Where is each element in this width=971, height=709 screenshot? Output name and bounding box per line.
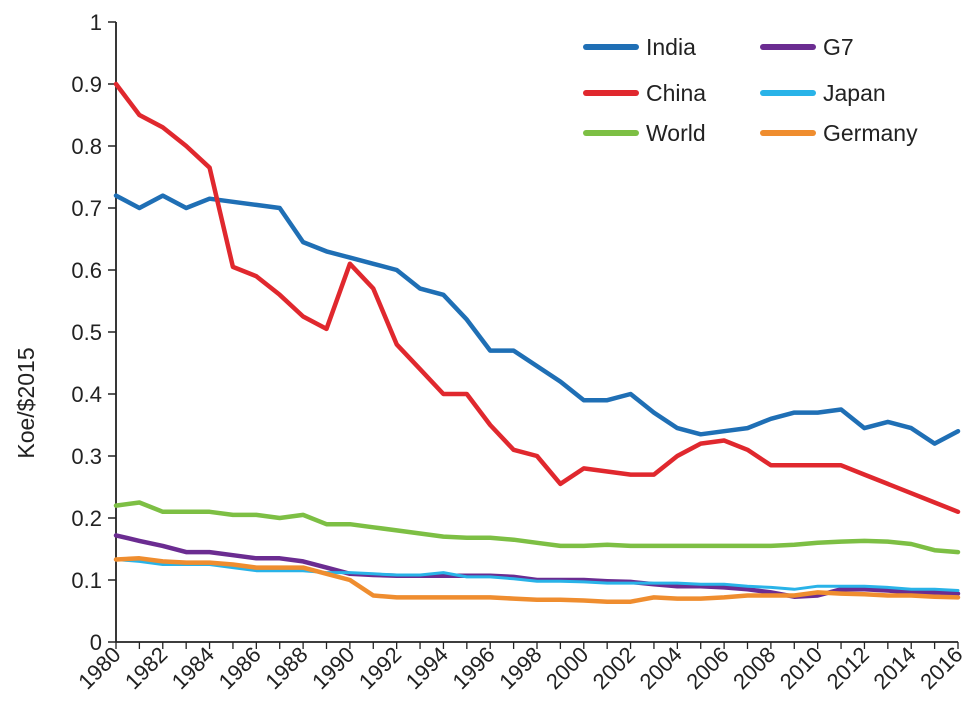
y-tick-label: 0.3 xyxy=(71,444,102,469)
legend-label-world: World xyxy=(646,120,706,146)
x-tick-label: 1990 xyxy=(307,642,359,694)
series-line-world xyxy=(113,500,961,555)
x-tick-label: 2010 xyxy=(775,642,827,694)
y-tick-label: 0.1 xyxy=(71,568,102,593)
legend-label-india: India xyxy=(646,34,696,60)
legend-label-germany: Germany xyxy=(823,120,918,146)
x-ticks: 1980198219841986198819901992199419961998… xyxy=(73,642,967,694)
x-tick-label: 2004 xyxy=(635,642,687,694)
y-tick-label: 0.6 xyxy=(71,258,102,283)
y-tick-label: 0.4 xyxy=(71,382,102,407)
legend-label-japan: Japan xyxy=(823,80,886,106)
series-line-germany xyxy=(113,556,961,604)
y-tick-label: 0.8 xyxy=(71,134,102,159)
x-tick-label: 1994 xyxy=(401,642,453,694)
x-tick-label: 2014 xyxy=(868,642,920,694)
legend-label-china: China xyxy=(646,80,706,106)
legend: India China World G7 Japan Germany xyxy=(583,34,918,146)
y-ticks: 0 0.1 0.2 0.3 0.4 0.5 0.6 0.7 0.8 0.9 1 xyxy=(71,10,116,655)
x-tick-label: 1980 xyxy=(73,642,125,694)
x-tick-label: 1986 xyxy=(214,642,266,694)
x-tick-label: 2012 xyxy=(822,642,874,694)
x-tick-label: 2000 xyxy=(541,642,593,694)
x-tick-label: 1988 xyxy=(260,642,312,694)
x-tick-label: 1996 xyxy=(447,642,499,694)
y-axis-title: Koe/$2015 xyxy=(13,347,39,458)
y-tick-label: 1 xyxy=(90,10,102,35)
x-tick-label: 2006 xyxy=(681,642,733,694)
x-tick-label: 2002 xyxy=(588,642,640,694)
x-tick-label: 1982 xyxy=(120,642,172,694)
x-tick-label: 1992 xyxy=(354,642,406,694)
x-tick-label: 1998 xyxy=(494,642,546,694)
series-line-china xyxy=(113,81,961,515)
y-tick-label: 0.7 xyxy=(71,196,102,221)
y-tick-label: 0 xyxy=(90,630,102,655)
x-tick-label: 1984 xyxy=(167,642,219,694)
y-tick-label: 0.9 xyxy=(71,72,102,97)
x-tick-label: 2016 xyxy=(915,642,967,694)
axes xyxy=(115,22,958,643)
legend-label-g7: G7 xyxy=(823,34,854,60)
y-tick-label: 0.2 xyxy=(71,506,102,531)
series-line-india xyxy=(113,193,961,446)
series-lines xyxy=(113,81,961,604)
x-tick-label: 2008 xyxy=(728,642,780,694)
series-line-japan xyxy=(114,558,960,592)
y-tick-label: 0.5 xyxy=(71,320,102,345)
